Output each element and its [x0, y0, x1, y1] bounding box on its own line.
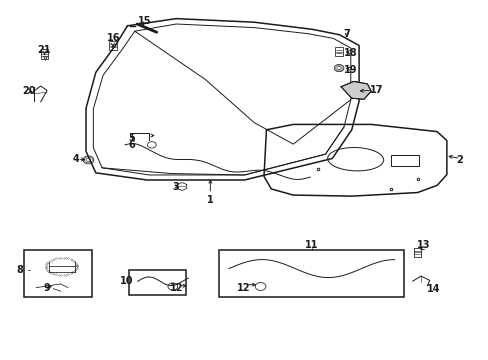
Text: 21: 21 — [37, 45, 50, 55]
Bar — [390, 155, 418, 166]
Text: 6: 6 — [128, 140, 135, 150]
Text: 10: 10 — [120, 276, 133, 286]
Text: 12: 12 — [169, 283, 183, 293]
Bar — [129, 270, 186, 296]
Text: 4: 4 — [73, 154, 80, 164]
Text: 16: 16 — [107, 33, 121, 43]
Text: 7: 7 — [343, 29, 349, 39]
Text: 3: 3 — [172, 182, 179, 192]
Text: 1: 1 — [206, 195, 213, 205]
Text: 17: 17 — [369, 85, 383, 95]
Text: 19: 19 — [344, 64, 357, 75]
Text: 2: 2 — [456, 155, 463, 165]
Text: 11: 11 — [305, 240, 318, 250]
Text: 5: 5 — [128, 133, 135, 143]
Polygon shape — [340, 81, 370, 99]
Bar — [219, 250, 404, 297]
Text: 13: 13 — [416, 240, 430, 250]
Bar — [24, 250, 92, 297]
Text: 20: 20 — [22, 86, 36, 96]
Text: 18: 18 — [343, 48, 357, 58]
Text: 9: 9 — [43, 283, 50, 293]
Text: 12: 12 — [236, 283, 250, 293]
Text: 14: 14 — [426, 284, 440, 294]
Text: 15: 15 — [138, 17, 151, 27]
Text: 8: 8 — [17, 265, 23, 275]
